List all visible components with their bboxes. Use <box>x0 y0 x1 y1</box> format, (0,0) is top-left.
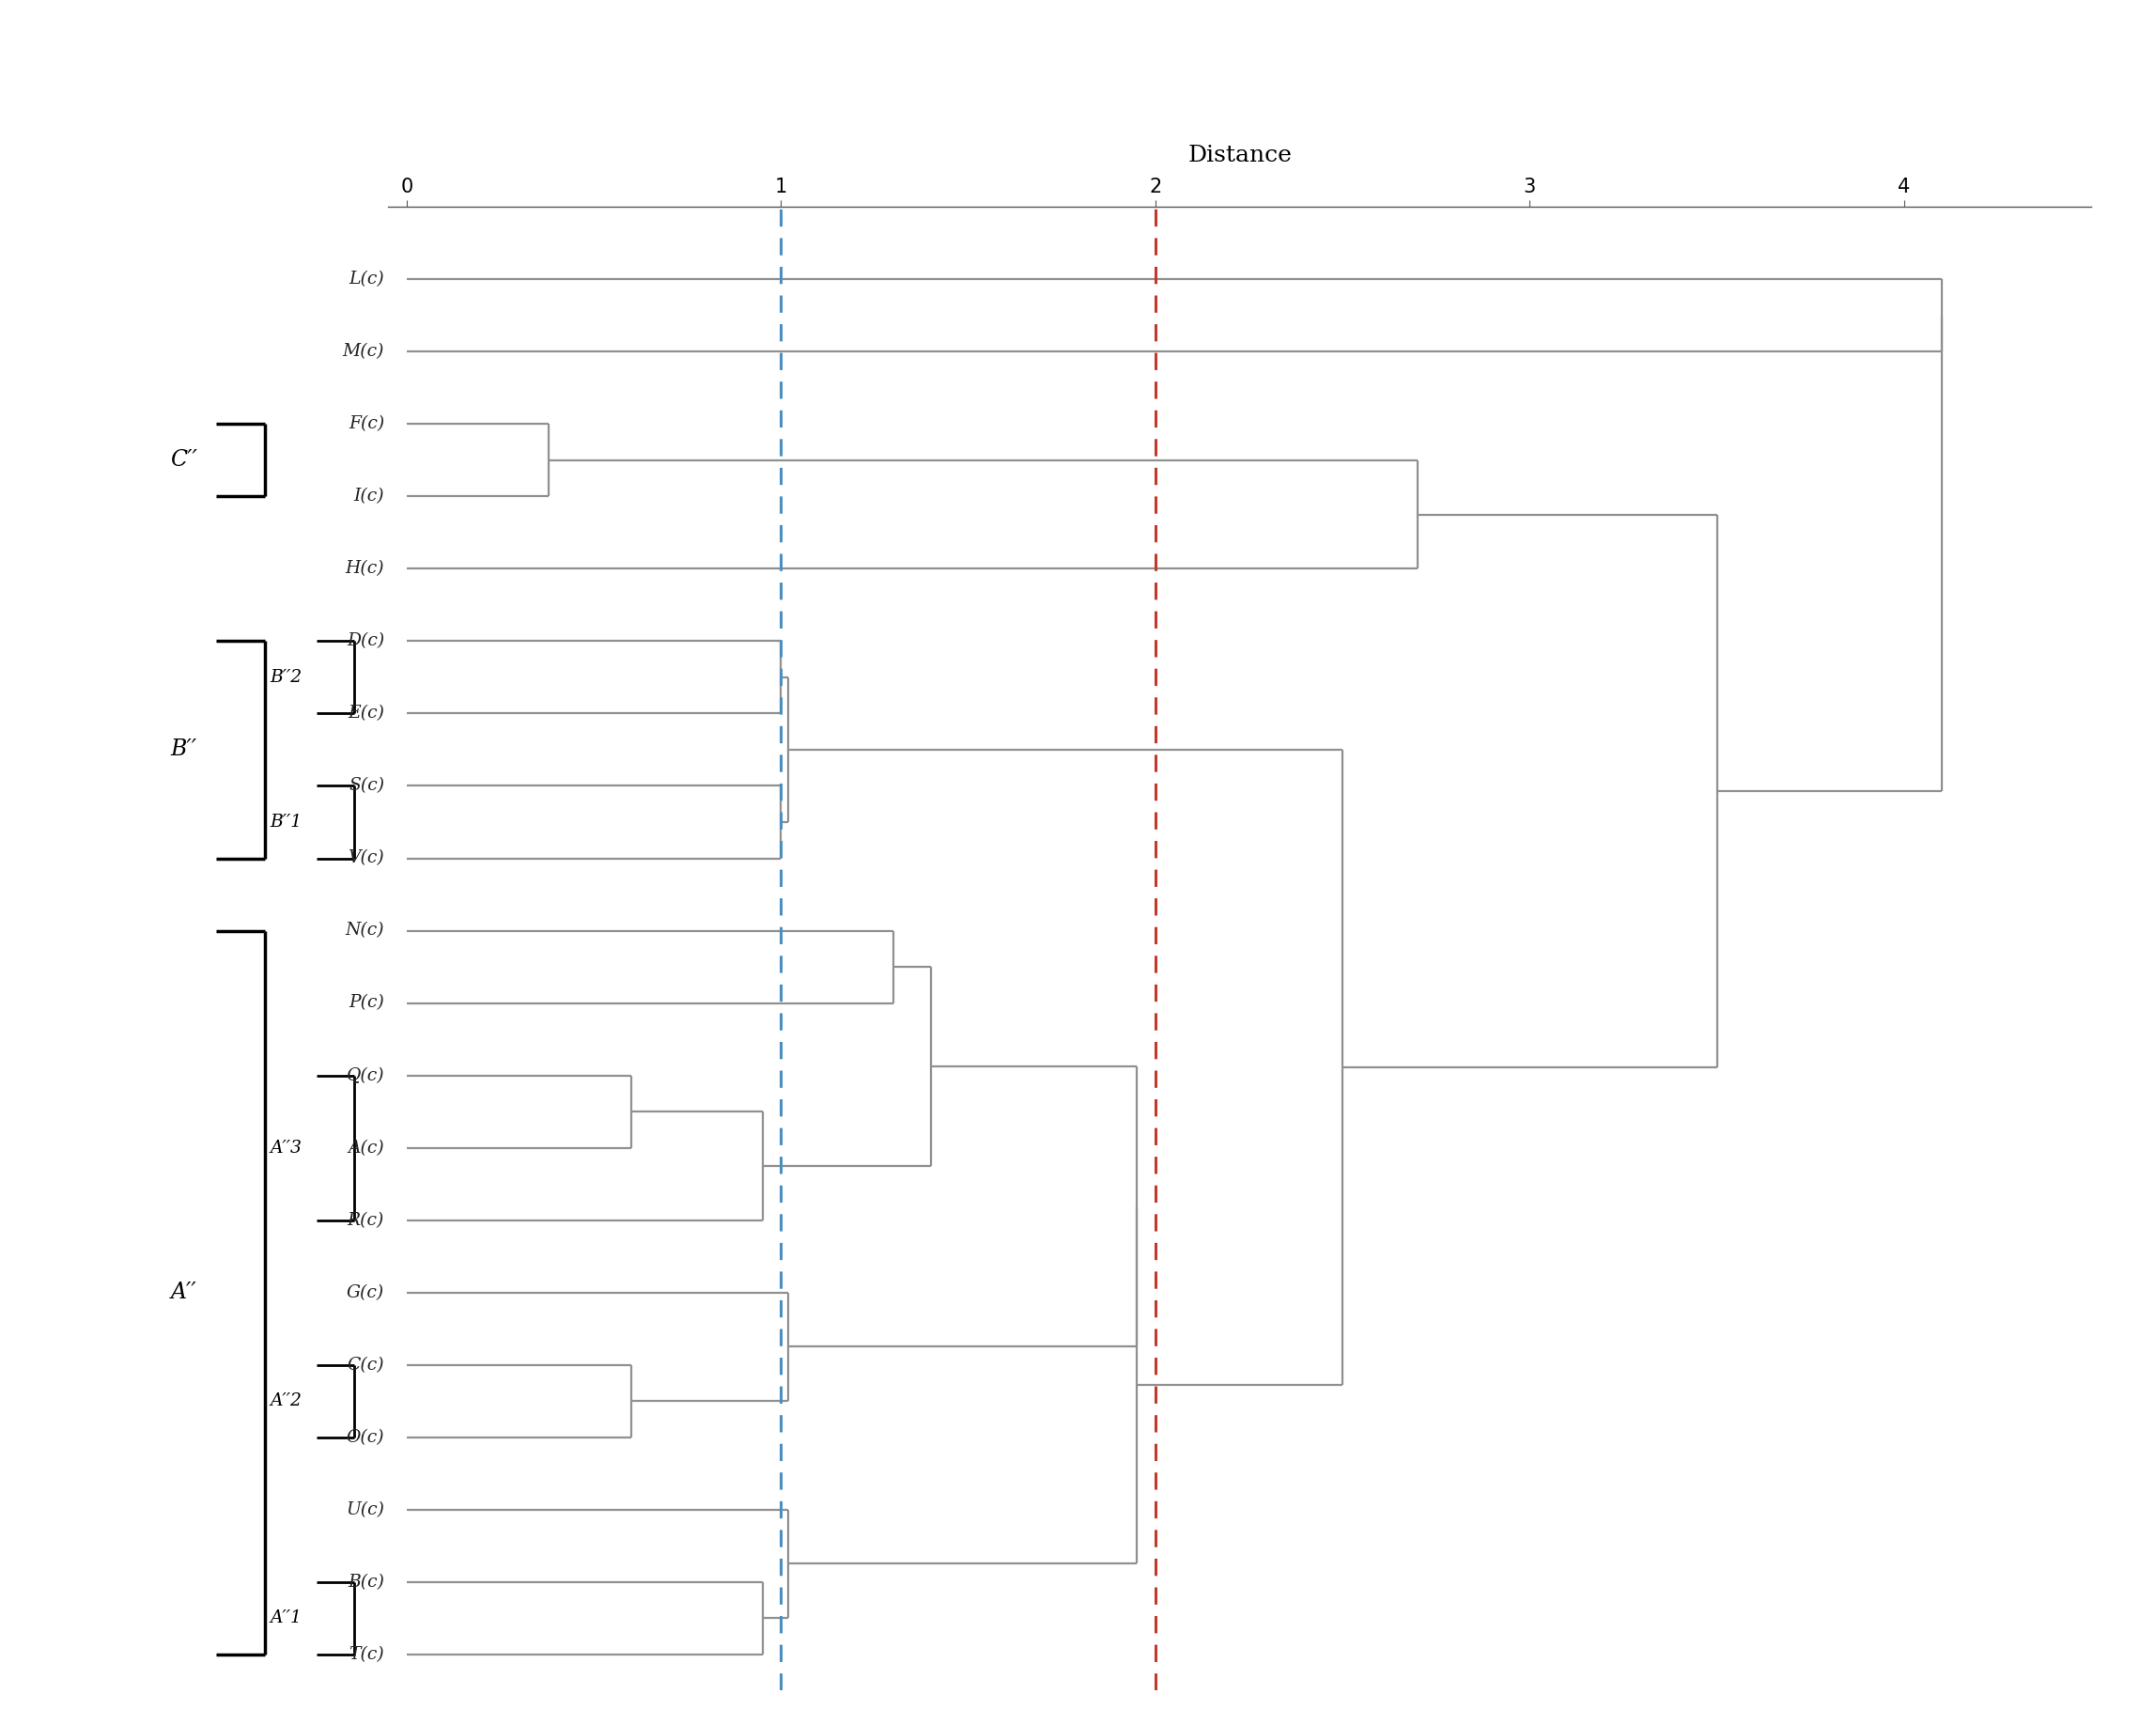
Text: I(c): I(c) <box>354 488 384 505</box>
Text: A(c): A(c) <box>347 1138 384 1156</box>
Text: G(c): G(c) <box>347 1283 384 1301</box>
Text: A′′: A′′ <box>170 1282 196 1304</box>
Text: T(c): T(c) <box>349 1646 384 1663</box>
Text: A′′1: A′′1 <box>270 1609 302 1627</box>
Text: N(c): N(c) <box>345 923 384 938</box>
Text: C′′: C′′ <box>170 450 196 471</box>
Text: V(c): V(c) <box>347 850 384 866</box>
Text: A′′2: A′′2 <box>270 1392 302 1409</box>
Text: A′′3: A′′3 <box>270 1138 302 1156</box>
Text: E(c): E(c) <box>347 706 384 723</box>
Text: B′′1: B′′1 <box>270 814 302 830</box>
Text: B′′: B′′ <box>170 738 196 761</box>
Text: H(c): H(c) <box>345 561 384 578</box>
Text: S(c): S(c) <box>349 778 384 795</box>
Text: B′′2: B′′2 <box>270 669 302 687</box>
X-axis label: Distance: Distance <box>1188 145 1291 166</box>
Text: M(c): M(c) <box>343 343 384 361</box>
Text: Q(c): Q(c) <box>347 1068 384 1083</box>
Text: D(c): D(c) <box>347 633 384 650</box>
Text: O(c): O(c) <box>347 1428 384 1446</box>
Text: R(c): R(c) <box>347 1211 384 1228</box>
Text: C(c): C(c) <box>347 1356 384 1373</box>
Text: F(c): F(c) <box>349 416 384 433</box>
Text: B(c): B(c) <box>347 1573 384 1590</box>
Text: U(c): U(c) <box>345 1501 384 1518</box>
Text: L(c): L(c) <box>349 271 384 288</box>
Text: P(c): P(c) <box>349 995 384 1011</box>
